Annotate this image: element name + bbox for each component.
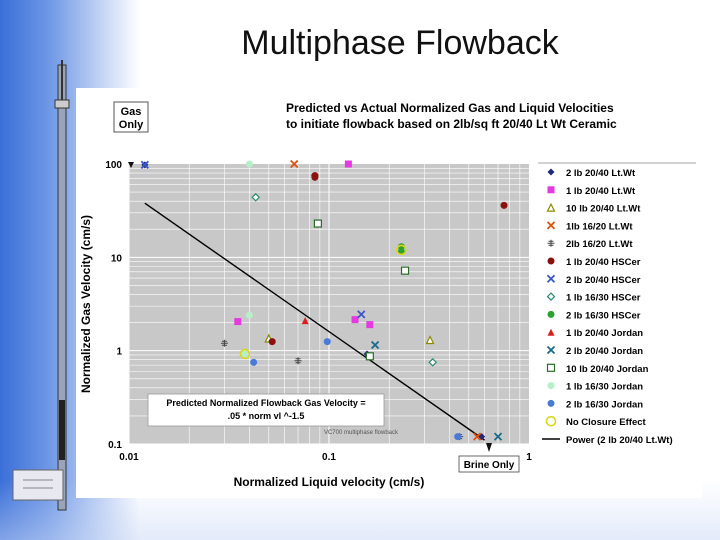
- y-tick-label: 10: [111, 253, 123, 264]
- legend-marker: [547, 257, 555, 265]
- legend-label: 1 lb 16/30 HSCer: [566, 293, 641, 304]
- y-tick-label: 1: [116, 347, 122, 358]
- legend-marker: [546, 274, 556, 283]
- data-point-series-5: [311, 173, 319, 181]
- data-point-series-13: [250, 358, 258, 366]
- legend-label: 2lb 16/20 Lt.Wt: [566, 239, 633, 250]
- legend-marker: [547, 382, 555, 390]
- data-point-series-11: [365, 352, 374, 361]
- data-point-series-9: [301, 317, 309, 325]
- wellbore-illustration-icon: [54, 60, 70, 511]
- brine-only-label: Brine Only: [464, 460, 515, 471]
- data-point-series-11: [313, 219, 322, 228]
- legend-marker: [547, 239, 555, 247]
- data-point-series-3: [472, 432, 482, 441]
- gas-only-arrow-icon: [128, 162, 134, 168]
- chart-watermark: VC700 multiphase flowback: [324, 430, 399, 436]
- legend-marker: [547, 186, 555, 194]
- legend-marker: [546, 363, 556, 372]
- chart-card: Predicted vs Actual Normalized Gas and L…: [76, 88, 702, 498]
- data-point-series-14: [396, 244, 407, 256]
- legend-marker: [547, 168, 555, 176]
- formula-line-1: Predicted Normalized Flowback Gas Veloci…: [166, 398, 365, 408]
- y-tick-label: 0.1: [108, 440, 122, 451]
- legend-marker: [547, 328, 555, 336]
- legend-label: No Closure Effect: [566, 417, 647, 428]
- legend-label: 2 lb 16/30 Jordan: [566, 399, 643, 410]
- data-point-series-14: [239, 348, 251, 360]
- legend-marker: [546, 292, 556, 301]
- legend-label: 1 lb 20/40 Jordan: [566, 328, 643, 339]
- formula-line-2: .05 * norm vl ^-1.5: [228, 411, 305, 421]
- data-point-series-1: [366, 321, 374, 329]
- chart-title-line-1: Predicted vs Actual Normalized Gas and L…: [286, 101, 614, 115]
- data-point-series-13: [323, 338, 331, 346]
- data-point-series-1: [351, 316, 359, 324]
- y-axis-label: Normalized Gas Velocity (cm/s): [79, 215, 93, 393]
- legend-label: Power (2 lb 20/40 Lt.Wt): [566, 435, 673, 446]
- brine-only-box: [458, 455, 520, 473]
- brine-only-arrow-icon: [486, 443, 492, 452]
- formula-box: [147, 393, 385, 427]
- data-point-series-1: [344, 160, 352, 168]
- slide-title: Multiphase Flowback: [241, 24, 559, 62]
- data-point-series-13: [454, 433, 462, 441]
- data-point-series-11: [400, 266, 410, 275]
- legend-label: 2 lb 20/40 HSCer: [566, 275, 641, 286]
- data-point-series-5: [268, 338, 276, 346]
- legend-label: 10 lb 20/40 Jordan: [566, 364, 649, 375]
- legend-marker: [547, 310, 555, 318]
- gas-only-box: [113, 101, 149, 133]
- x-axis-label: Normalized Liquid velocity (cm/s): [234, 475, 425, 489]
- legend-label: 2 lb 16/30 HSCer: [566, 310, 641, 321]
- legend-label: 2 lb 20/40 Jordan: [566, 346, 643, 357]
- legend-label: 2 lb 20/40 Lt.Wt: [566, 168, 636, 179]
- grid-lines: [128, 164, 529, 445]
- gas-only-label-line-1: Gas: [121, 106, 142, 118]
- chart-svg: Predicted vs Actual Normalized Gas and L…: [79, 101, 696, 489]
- data-point-series-7: [251, 192, 261, 202]
- legend: 2 lb 20/40 Lt.Wt 1 lb 20/40 Lt.Wt 10 lb 20…: [542, 168, 673, 446]
- data-point-series-10: [370, 340, 380, 350]
- data-point-series-2: [425, 335, 435, 345]
- data-points: [140, 159, 508, 441]
- x-tick-label: 0.01: [119, 452, 139, 463]
- legend-marker: [546, 345, 556, 355]
- legend-label: 1lb 16/20 Lt.Wt: [566, 221, 633, 232]
- gas-only-label-line-2: Only: [119, 119, 144, 131]
- data-point-series-4: [294, 357, 302, 365]
- data-point-series-1: [234, 318, 242, 326]
- data-point-series-5: [500, 201, 508, 209]
- data-point-series-3: [290, 159, 299, 169]
- legend-label: 10 lb 20/40 Lt.Wt: [566, 204, 641, 215]
- power-fit-line: [144, 202, 486, 441]
- data-point-series-10: [493, 432, 503, 441]
- legend-label: 1 lb 16/30 Jordan: [566, 382, 643, 393]
- data-point-series-6: [140, 160, 149, 169]
- legend-label: 1 lb 20/40 HSCer: [566, 257, 641, 268]
- data-point-series-12: [245, 160, 253, 168]
- legend-marker: [547, 399, 555, 407]
- data-point-series-7: [428, 357, 438, 367]
- x-tick-label: 1: [526, 452, 532, 463]
- data-point-series-6: [357, 310, 366, 319]
- data-point-series-12: [245, 311, 253, 319]
- x-tick-label: 0.1: [322, 452, 336, 463]
- legend-marker: [546, 202, 556, 212]
- y-tick-label: 100: [105, 160, 122, 171]
- legend-label: 1 lb 20/40 Lt.Wt: [566, 186, 636, 197]
- chart-title-line-2: to initiate flowback based on 2lb/sq ft …: [286, 117, 617, 131]
- data-point-series-4: [220, 339, 228, 347]
- legend-marker: [545, 415, 557, 427]
- wellhead-base-icon: [12, 469, 64, 501]
- legend-marker: [546, 221, 556, 230]
- data-point-series-12: [241, 350, 249, 358]
